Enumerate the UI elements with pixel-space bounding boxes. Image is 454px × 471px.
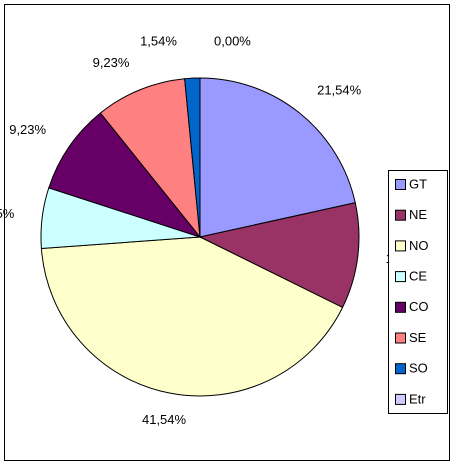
legend-label: Etr <box>409 391 426 406</box>
legend-swatch <box>395 209 406 221</box>
pie <box>40 77 360 397</box>
legend-label: GT <box>409 176 427 191</box>
legend-entries: GT NE NO CE CO SE SO Etr <box>395 176 429 406</box>
data-label: 0,00% <box>214 33 251 48</box>
legend-swatch <box>395 332 406 344</box>
pie-slice <box>199 77 356 238</box>
pie-slice <box>40 236 344 397</box>
pie-slice <box>198 202 360 309</box>
data-label: 21,54% <box>317 83 362 98</box>
legend-swatch <box>395 240 406 252</box>
legend-label: SE <box>409 330 427 345</box>
legend-swatch <box>395 271 406 283</box>
legend-label: NE <box>409 207 427 222</box>
legend-label: SO <box>409 361 428 376</box>
pie-slice <box>48 112 202 238</box>
legend-swatch <box>395 393 406 405</box>
legend-swatch <box>395 301 406 313</box>
data-label: 41,54% <box>142 412 187 427</box>
legend-swatch <box>395 363 406 375</box>
legend-label: CO <box>409 299 429 314</box>
legend-swatch <box>395 179 406 190</box>
data-label: 9,23% <box>9 122 46 137</box>
legend-label: NO <box>409 238 429 253</box>
data-label: 9,23% <box>93 55 130 70</box>
data-label: 6,15% <box>0 206 15 221</box>
data-label: 1,54% <box>140 34 177 49</box>
pie-slice <box>99 78 201 239</box>
legend-label: CE <box>409 269 427 284</box>
